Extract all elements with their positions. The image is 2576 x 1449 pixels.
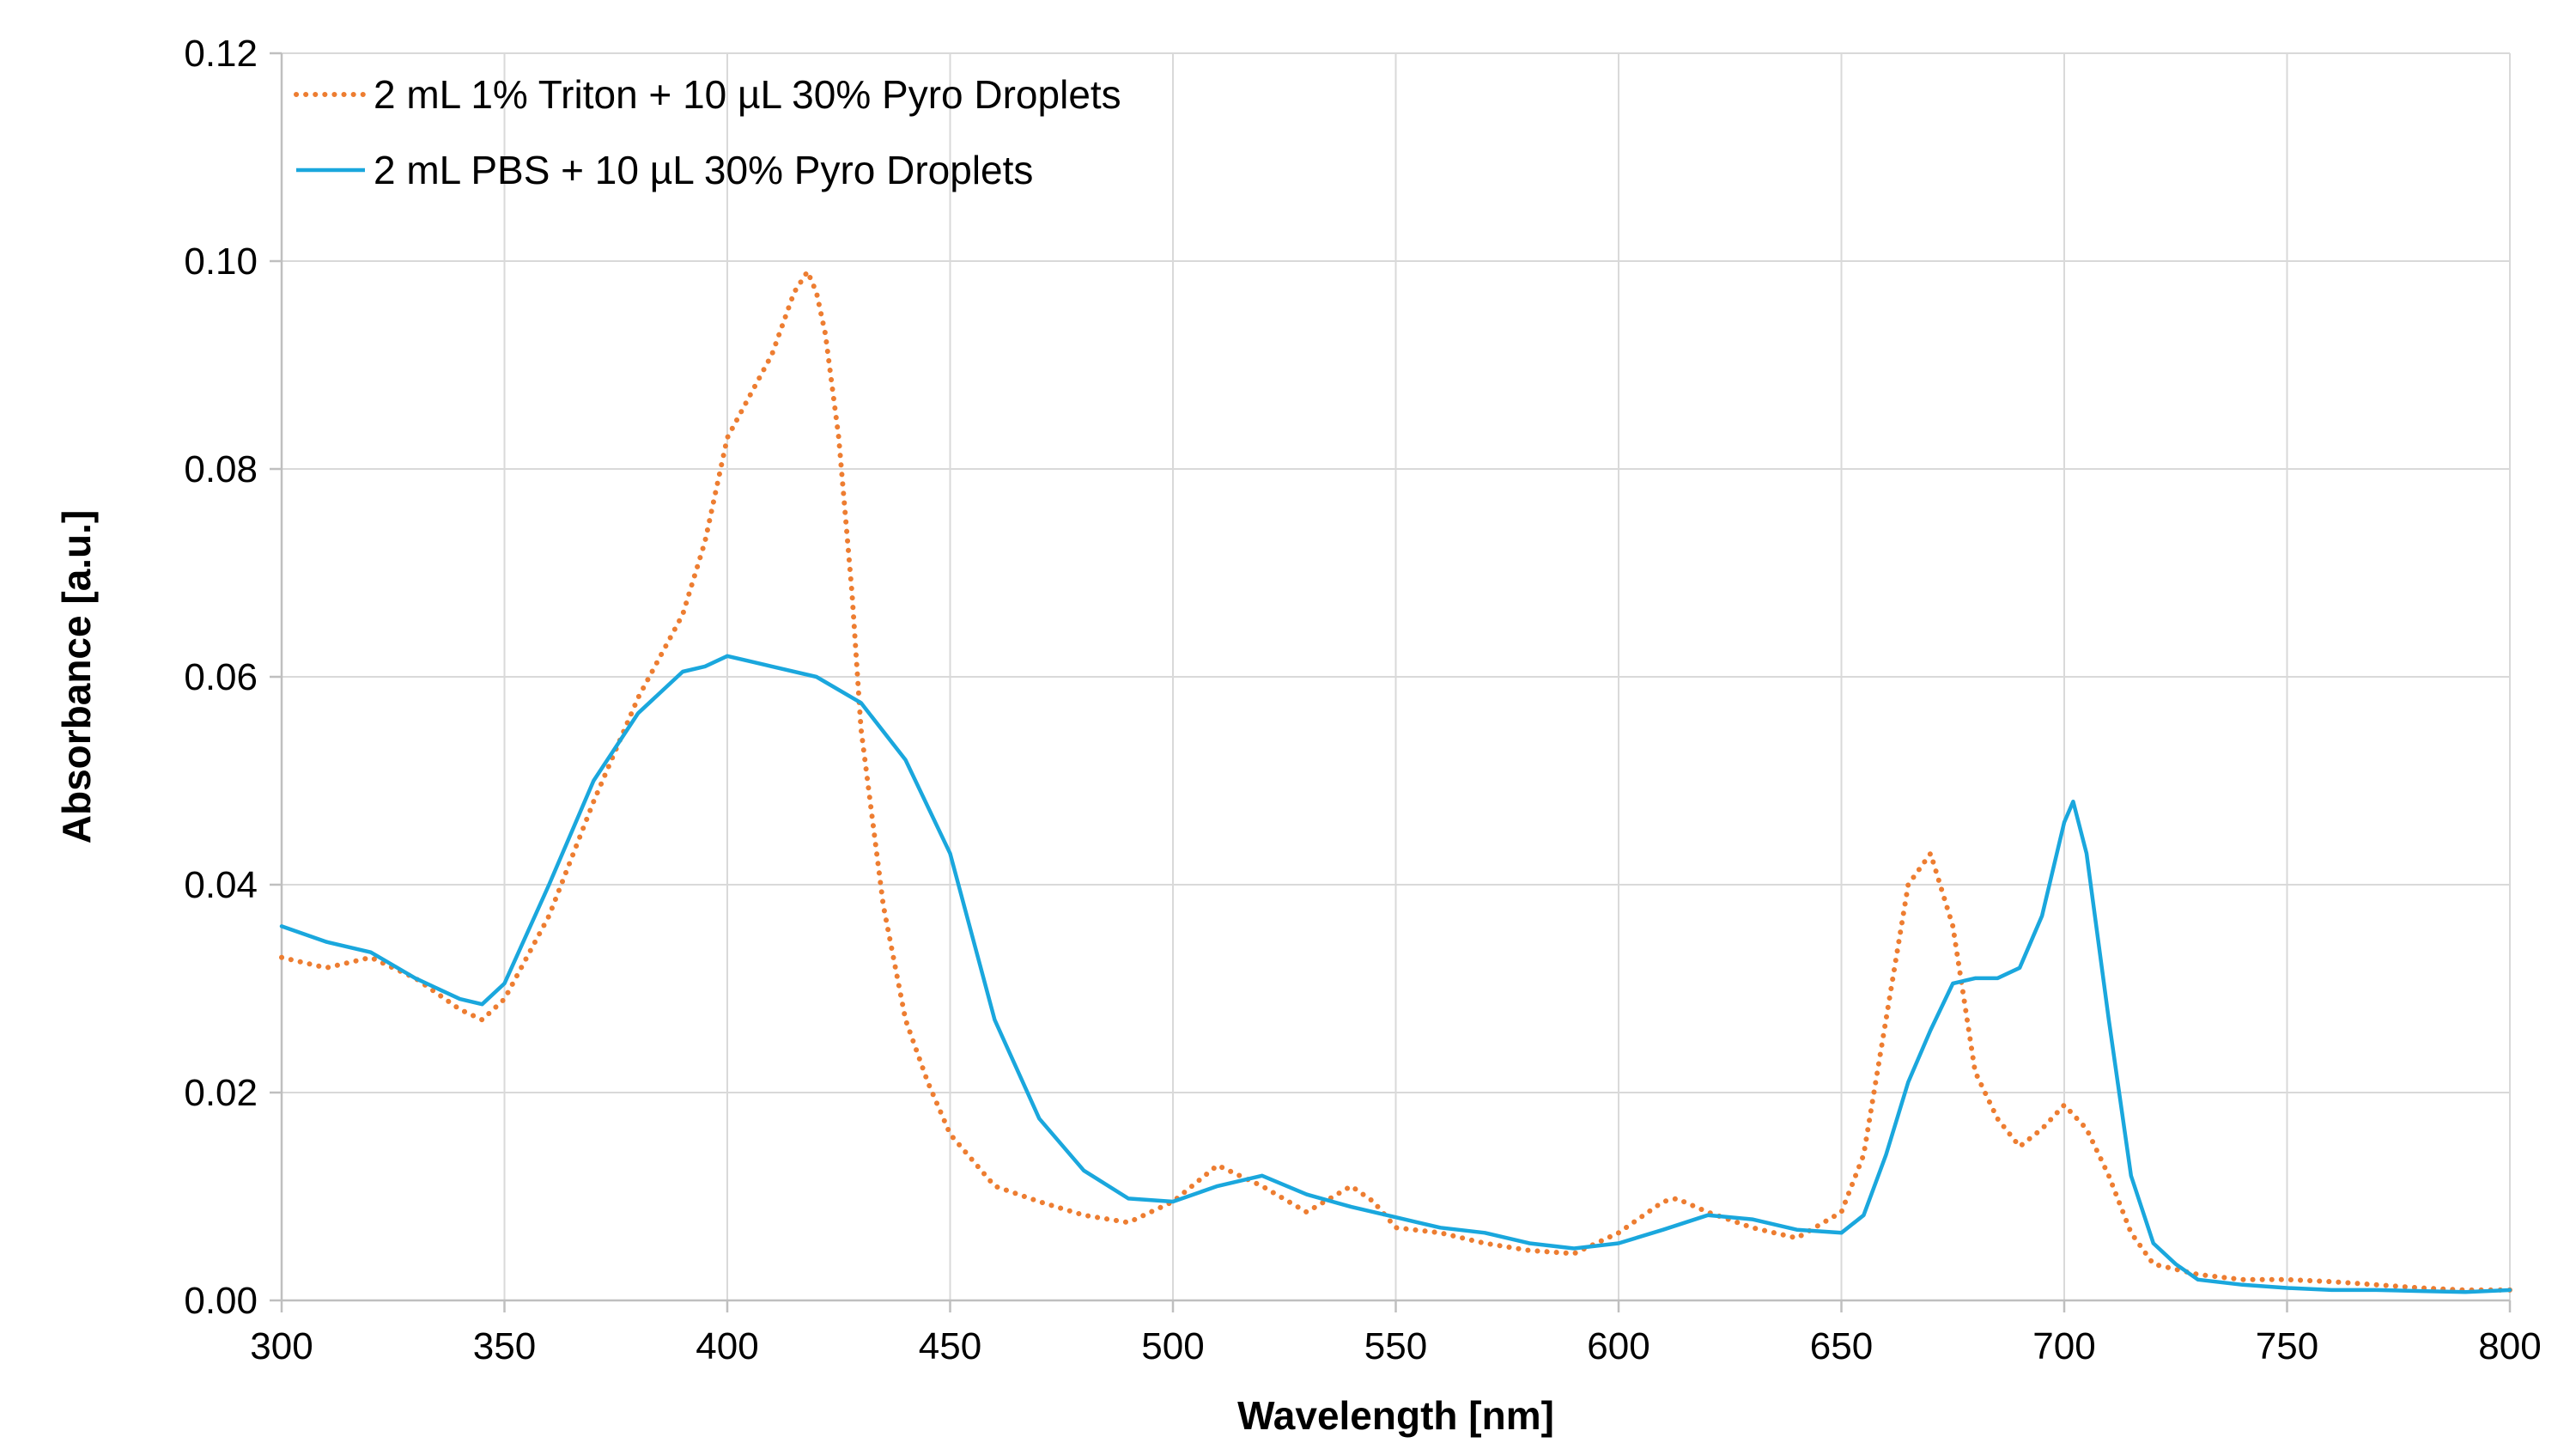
legend: 2 mL 1% Triton + 10 µL 30% Pyro Droplets… — [294, 72, 1121, 192]
x-axis-title: Wavelength [nm] — [1237, 1393, 1554, 1438]
y-tick-label: 0.00 — [184, 1280, 258, 1322]
x-tick-label: 700 — [2032, 1325, 2095, 1367]
y-axis-title: Absorbance [a.u.] — [54, 510, 99, 844]
series-line-pbs — [279, 654, 2512, 1294]
x-tick-label: 650 — [1810, 1325, 1873, 1367]
series-line-triton — [279, 269, 2512, 1293]
x-tick-label: 800 — [2478, 1325, 2541, 1367]
y-tick-label: 0.04 — [184, 864, 258, 906]
y-tick-label: 0.12 — [184, 33, 258, 75]
axes-layer: 0.00 0.02 0.04 0.06 0.08 0.10 0.12 300 350 400 450… — [184, 33, 2541, 1367]
x-tick-label: 750 — [2256, 1325, 2318, 1367]
x-tick-label: 550 — [1364, 1325, 1427, 1367]
y-tick-label: 0.08 — [184, 448, 258, 490]
x-tick-label: 600 — [1587, 1325, 1649, 1367]
y-tick-label: 0.06 — [184, 656, 258, 698]
x-tick-label: 400 — [696, 1325, 758, 1367]
series-layer — [279, 269, 2512, 1294]
grid-layer — [282, 52, 2511, 1300]
y-tick-label: 0.02 — [184, 1072, 258, 1114]
x-tick-label: 300 — [250, 1325, 313, 1367]
x-tick-label: 350 — [473, 1325, 536, 1367]
x-tick-label: 450 — [919, 1325, 981, 1367]
legend-label-triton: 2 mL 1% Triton + 10 µL 30% Pyro Droplets — [374, 72, 1121, 117]
x-tick-label: 500 — [1141, 1325, 1204, 1367]
legend-label-pbs: 2 mL PBS + 10 µL 30% Pyro Droplets — [374, 148, 1033, 192]
y-tick-label: 0.10 — [184, 240, 258, 283]
